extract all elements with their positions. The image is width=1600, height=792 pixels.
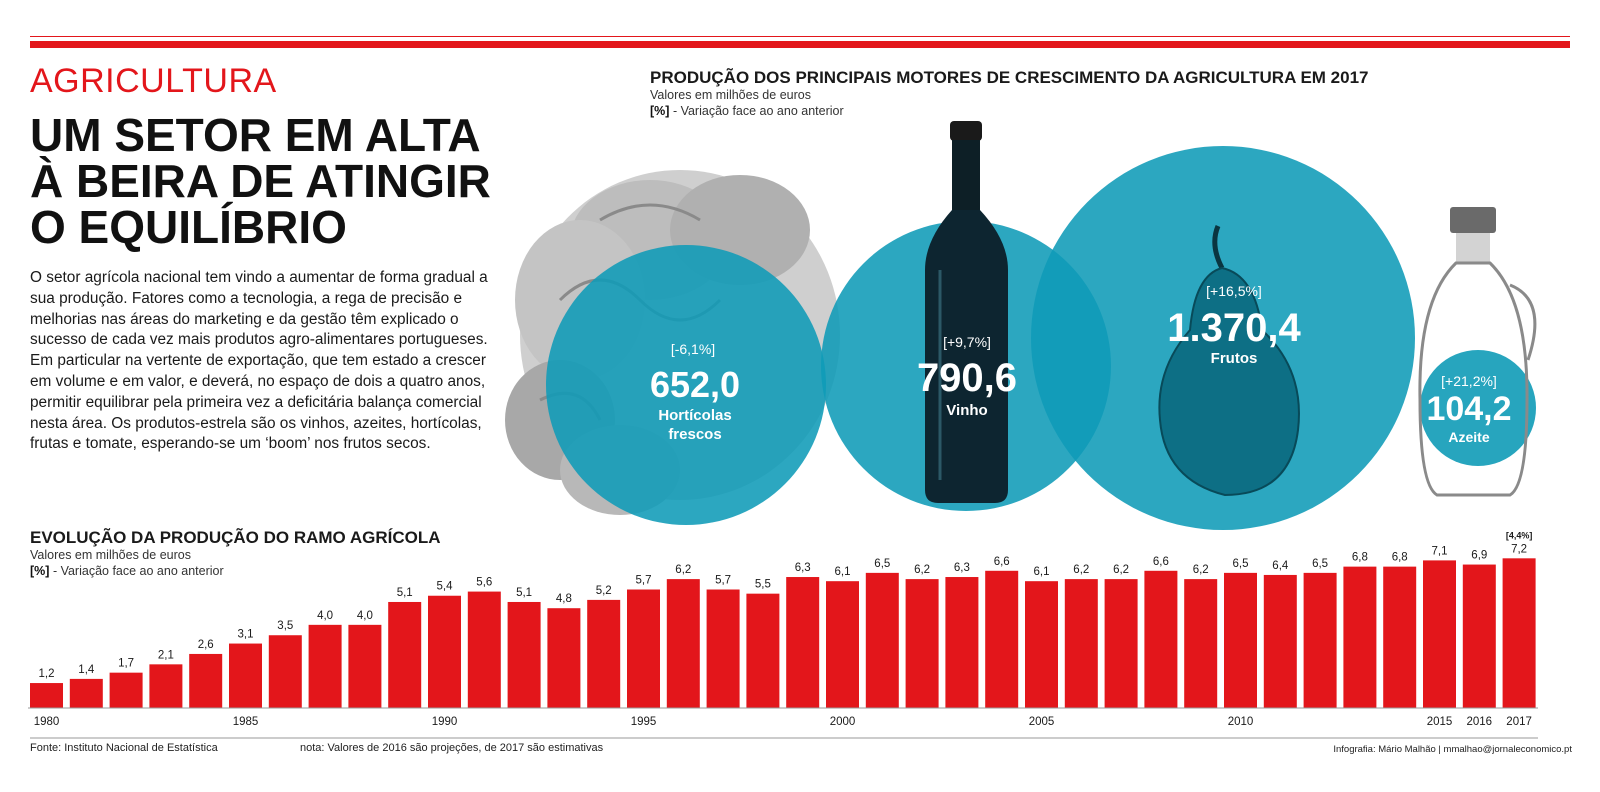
change-horticolas: [-6,1%] bbox=[671, 341, 715, 357]
bar-chart-subtitle: Valores em milhões de euros bbox=[30, 548, 191, 562]
olive-oil-bottle-icon bbox=[1418, 207, 1537, 497]
top-rule bbox=[30, 41, 1570, 48]
value-frutos: 1.370,4 bbox=[1167, 306, 1301, 350]
change-azeite: [+21,2%] bbox=[1441, 373, 1497, 389]
label-vinho: Vinho bbox=[946, 402, 987, 419]
change-vinho: [+9,7%] bbox=[943, 334, 991, 350]
headline-line-3: O EQUILÍBRIO bbox=[30, 201, 347, 253]
value-azeite: 104,2 bbox=[1426, 390, 1511, 428]
value-vinho: 790,6 bbox=[917, 356, 1017, 400]
value-horticolas: 652,0 bbox=[650, 364, 740, 405]
footer-note: nota: Valores de 2016 são projeções, de … bbox=[300, 742, 604, 754]
legend-bracket: [%] bbox=[650, 104, 670, 118]
footer-source: Fonte: Instituto Nacional de Estatística bbox=[30, 742, 218, 754]
bar-legend-text: - Variação face ao ano anterior bbox=[52, 564, 224, 578]
bubble-chart-legend: [%] - Variação face ao ano anterior bbox=[650, 104, 844, 118]
bubble-azeite bbox=[1420, 350, 1536, 466]
wine-bottle-icon bbox=[925, 121, 1008, 503]
change-frutos: [+16,5%] bbox=[1206, 283, 1262, 299]
pear-icon bbox=[1158, 225, 1300, 497]
bar-chart-title: EVOLUÇÃO DA PRODUÇÃO DO RAMO AGRÍCOLA bbox=[30, 528, 441, 547]
bar-legend-bracket: [%] bbox=[30, 564, 50, 578]
bubble-chart-subtitle: Valores em milhões de euros bbox=[650, 88, 811, 102]
bubble-horticolas bbox=[546, 245, 826, 525]
bar-chart-legend: [%] - Variação face ao ano anterior bbox=[30, 564, 224, 578]
footer-credit: Infografia: Mário Malhão | mmalhao@jorna… bbox=[1333, 744, 1572, 755]
top-rule-thin bbox=[30, 36, 1570, 37]
label-azeite: Azeite bbox=[1448, 429, 1489, 445]
label-horticolas-1: Hortícolas bbox=[658, 407, 731, 424]
label-horticolas-2: frescos bbox=[668, 426, 721, 443]
bubble-chart-title: PRODUÇÃO DOS PRINCIPAIS MOTORES DE CRESC… bbox=[650, 68, 1369, 87]
legend-text: - Variação face ao ano anterior bbox=[672, 104, 844, 118]
headline-line-2: À BEIRA DE ATINGIR bbox=[30, 155, 491, 207]
headline-line-1: UM SETOR EM ALTA bbox=[30, 109, 481, 161]
intro-text: O setor agrícola nacional tem vindo a au… bbox=[30, 269, 488, 453]
label-frutos: Frutos bbox=[1211, 350, 1258, 367]
section-kicker: AGRICULTURA bbox=[30, 62, 277, 100]
headline: UM SETOR EM ALTA À BEIRA DE ATINGIR O EQ… bbox=[30, 112, 590, 250]
